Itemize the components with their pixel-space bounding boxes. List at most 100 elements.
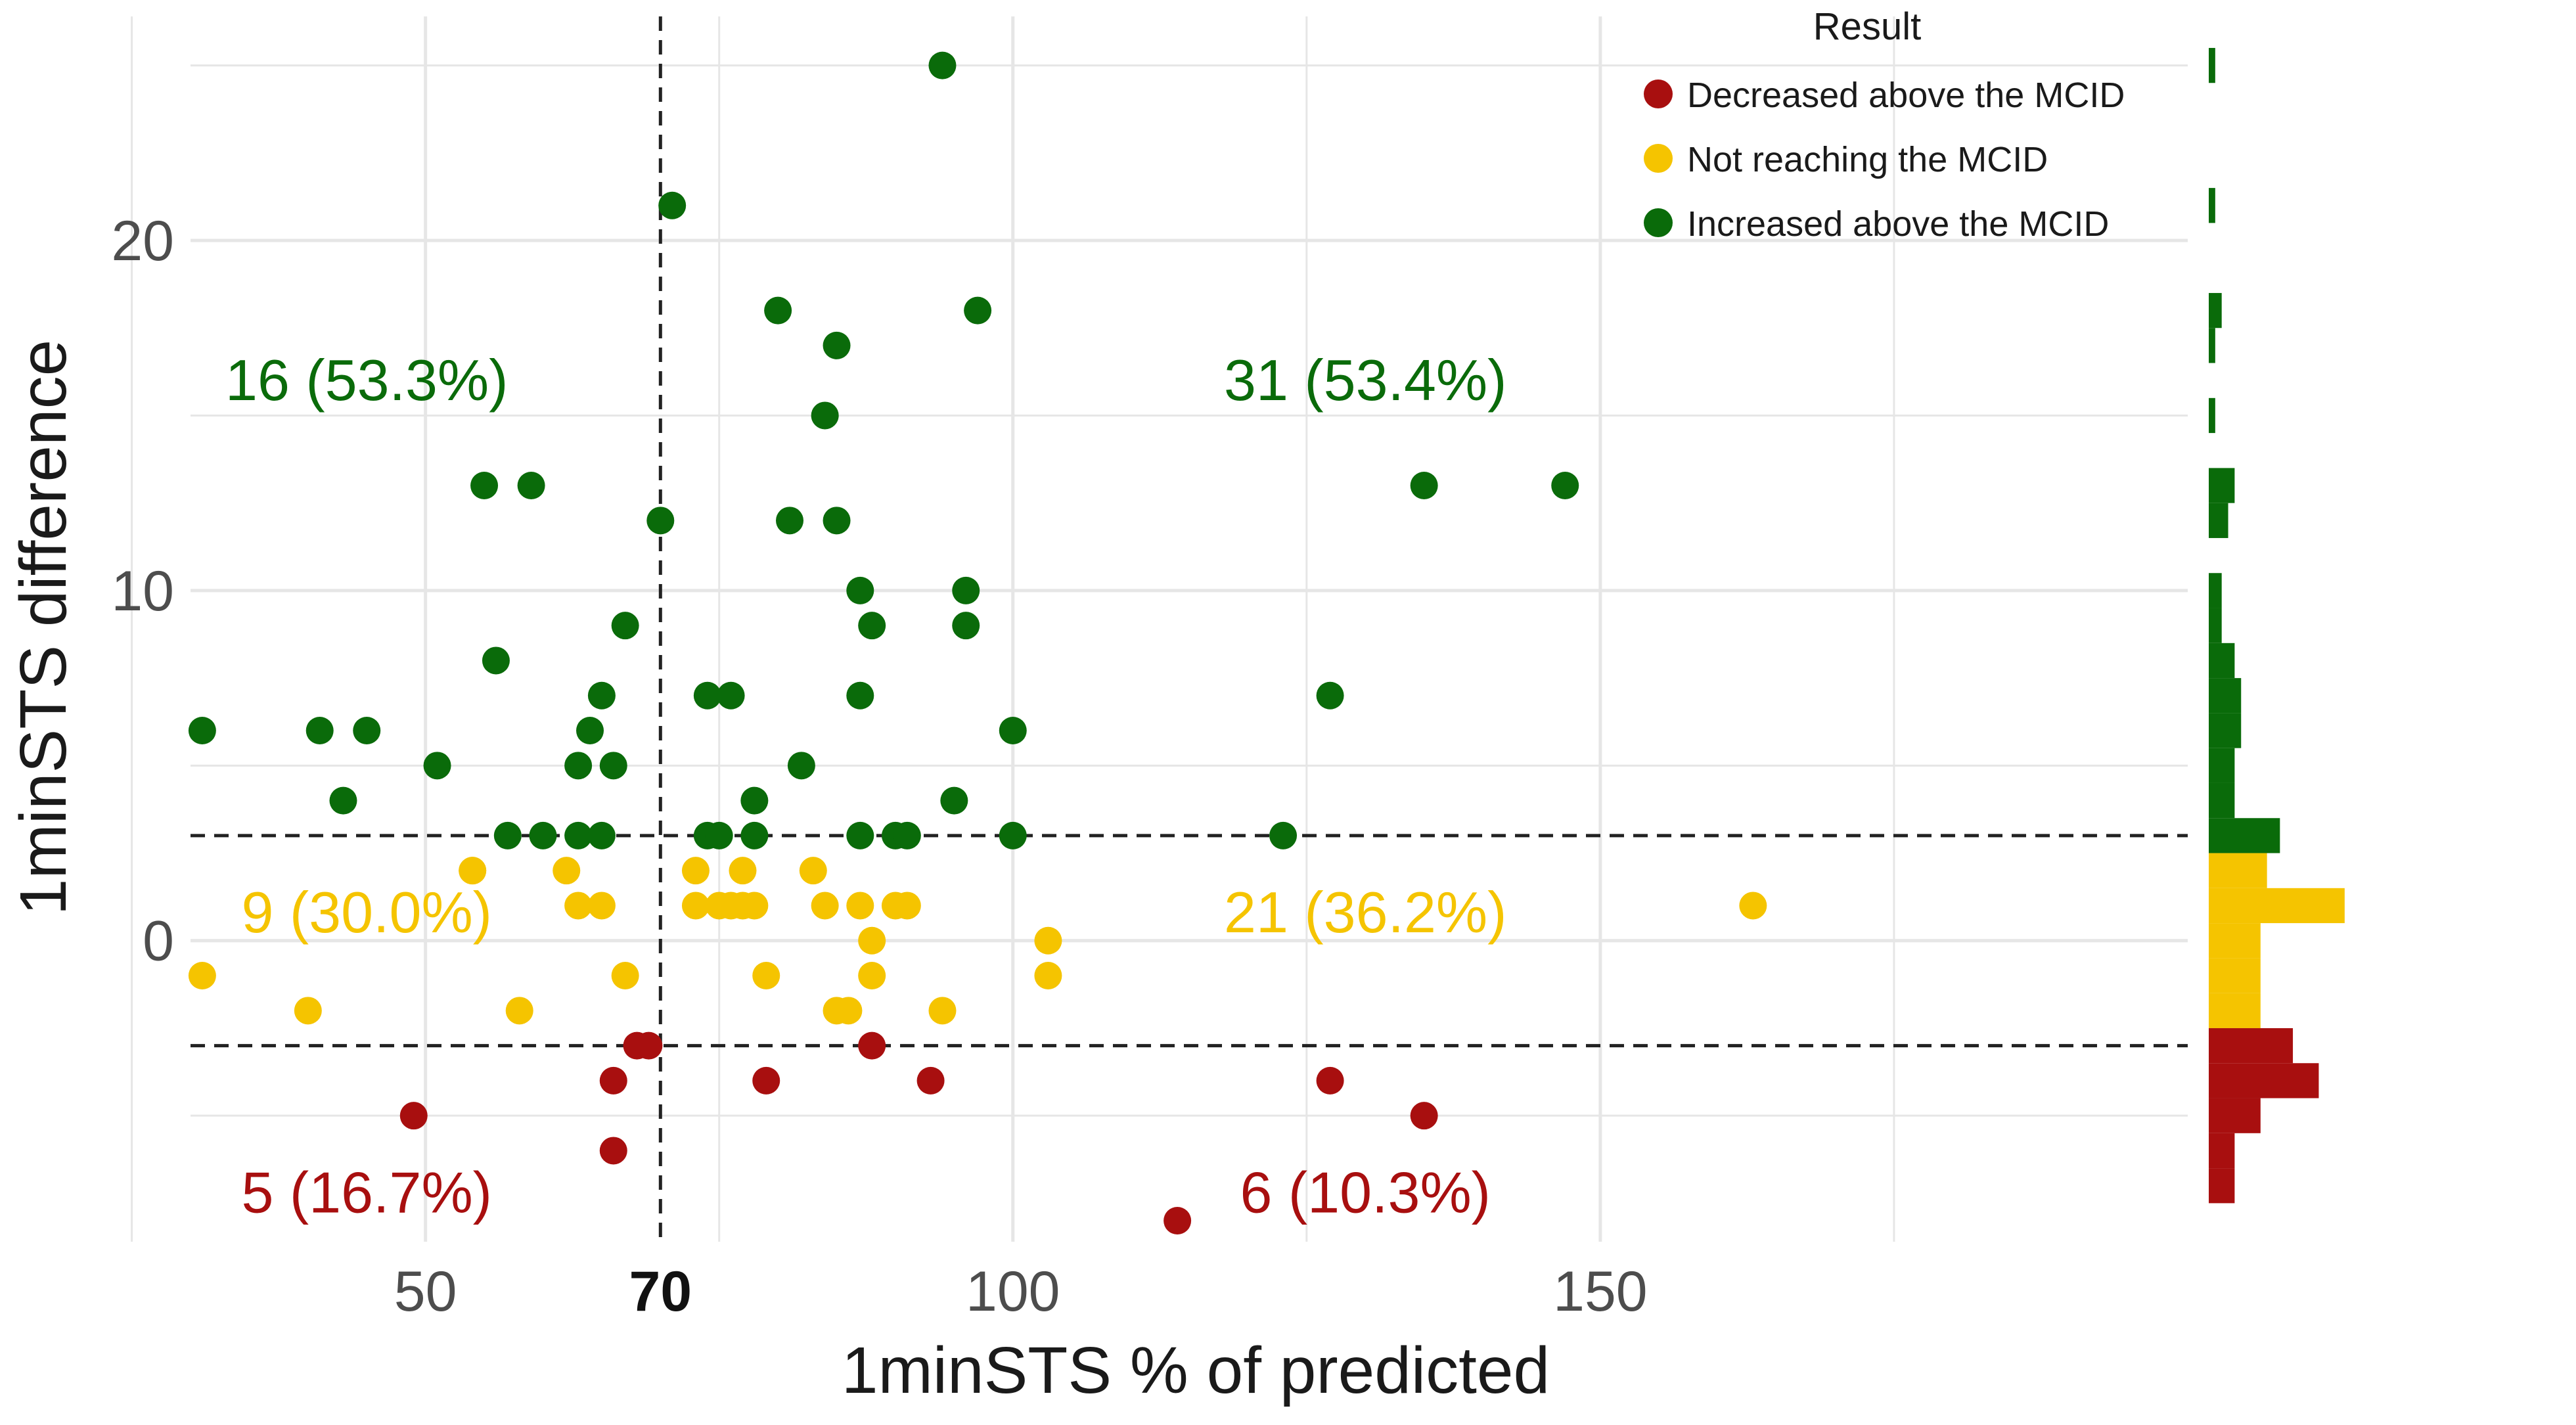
data-point-decreased (916, 1066, 945, 1095)
data-point-increased (999, 821, 1027, 849)
data-point-increased (1551, 472, 1579, 500)
histogram-bar-not_reaching (2209, 958, 2261, 993)
histogram-bar-increased (2209, 503, 2228, 538)
data-point-not_reaching (1739, 892, 1767, 920)
data-point-decreased (1316, 1066, 1344, 1095)
quadrant-label: 16 (53.3%) (225, 348, 508, 413)
data-point-decreased (752, 1066, 780, 1095)
histogram-bar-increased (2209, 782, 2235, 819)
data-point-not_reaching (858, 926, 886, 955)
reference-lines (191, 16, 2188, 1242)
data-point-increased (587, 681, 616, 710)
legend-swatch-decreased (1644, 79, 1673, 108)
data-point-increased (587, 821, 616, 849)
data-point-increased (611, 612, 639, 640)
data-point-not_reaching (893, 892, 921, 920)
data-point-not_reaching (752, 962, 780, 990)
quadrant-label: 6 (10.3%) (1240, 1160, 1491, 1225)
data-point-not_reaching (681, 892, 710, 920)
histogram-bar-increased (2209, 678, 2242, 713)
data-point-increased (423, 752, 451, 780)
data-point-not_reaching (505, 997, 533, 1025)
data-point-increased (846, 821, 874, 849)
data-point-not_reaching (553, 857, 581, 885)
data-point-not_reaching (1034, 926, 1062, 955)
quadrant-label: 5 (16.7%) (241, 1160, 492, 1225)
data-point-increased (576, 717, 604, 745)
data-point-decreased (1410, 1102, 1438, 1130)
histogram-bar-increased (2209, 573, 2222, 608)
data-point-increased (787, 752, 815, 780)
data-point-increased (1269, 821, 1298, 849)
histogram-bar-increased (2209, 748, 2235, 783)
data-point-increased (482, 646, 510, 675)
data-point-increased (493, 821, 522, 849)
data-point-not_reaching (729, 857, 757, 885)
legend-label: Decreased above the MCID (1687, 76, 2125, 115)
data-point-increased (928, 51, 957, 79)
data-point-not_reaching (294, 997, 322, 1025)
data-point-not_reaching (834, 997, 863, 1025)
histogram-bar-not_reaching (2209, 993, 2261, 1028)
data-point-increased (1316, 681, 1344, 710)
legend: Result Decreased above the MCID Not reach… (1644, 5, 2125, 244)
data-point-increased (893, 821, 921, 849)
data-point-increased (940, 786, 968, 815)
y-tick-label: 20 (111, 210, 174, 273)
histogram-bar-decreased (2209, 1133, 2235, 1169)
data-point-increased (717, 681, 745, 710)
data-point-increased (964, 296, 992, 325)
quadrant-label: 31 (53.4%) (1224, 348, 1506, 413)
data-point-increased (564, 821, 593, 849)
histogram-bar-increased (2209, 292, 2222, 328)
histogram-bar-increased (2209, 818, 2280, 853)
histogram-bar-increased (2209, 713, 2242, 748)
data-point-not_reaching (611, 962, 639, 990)
data-point-not_reaching (587, 892, 616, 920)
data-point-increased (564, 752, 593, 780)
data-point-increased (764, 296, 792, 325)
quadrant-annotations: 16 (53.3%) 31 (53.4%) 9 (30.0%) 21 (36.2%) 5… (225, 348, 1506, 1225)
data-point-not_reaching (564, 892, 593, 920)
quadrant-label: 21 (36.2%) (1224, 880, 1506, 945)
data-point-increased (846, 576, 874, 604)
data-point-not_reaching (799, 857, 827, 885)
legend-label: Increased above the MCID (1687, 204, 2109, 244)
histogram-bar-increased (2209, 397, 2215, 434)
histogram-bar-decreased (2209, 1063, 2319, 1098)
data-point-increased (188, 717, 216, 745)
data-point-increased (1410, 472, 1438, 500)
data-point-increased (305, 717, 334, 745)
data-point-increased (329, 786, 357, 815)
histogram-bar-decreased (2209, 1028, 2294, 1064)
data-point-decreased (599, 1066, 627, 1095)
data-point-decreased (858, 1031, 886, 1060)
data-point-increased (999, 717, 1027, 745)
histogram-bar-increased (2209, 188, 2215, 223)
data-point-not_reaching (1034, 962, 1062, 990)
data-point-increased (740, 821, 769, 849)
quadrant-label: 9 (30.0%) (241, 880, 492, 945)
data-point-not_reaching (846, 892, 874, 920)
x-tick-label: 50 (394, 1260, 457, 1323)
legend-label: Not reaching the MCID (1687, 140, 2048, 179)
data-point-increased (705, 821, 733, 849)
data-point-not_reaching (459, 857, 487, 885)
data-point-increased (740, 786, 769, 815)
histogram-bar-not_reaching (2209, 853, 2267, 888)
histogram-bar-decreased (2209, 1098, 2261, 1133)
x-tick-label: 100 (966, 1260, 1060, 1323)
data-point-not_reaching (681, 857, 710, 885)
x-reference-tick-label: 70 (629, 1260, 692, 1323)
legend-swatch-not_reaching (1644, 144, 1673, 173)
data-point-increased (952, 612, 980, 640)
data-point-increased (811, 401, 839, 430)
data-point-increased (529, 821, 557, 849)
y-tick-label: 10 (111, 560, 174, 623)
data-point-increased (353, 717, 381, 745)
data-point-decreased (599, 1137, 627, 1165)
histogram-bar-increased (2209, 47, 2215, 83)
data-point-increased (646, 507, 675, 535)
data-point-not_reaching (858, 962, 886, 990)
histogram-bar-increased (2209, 328, 2215, 363)
